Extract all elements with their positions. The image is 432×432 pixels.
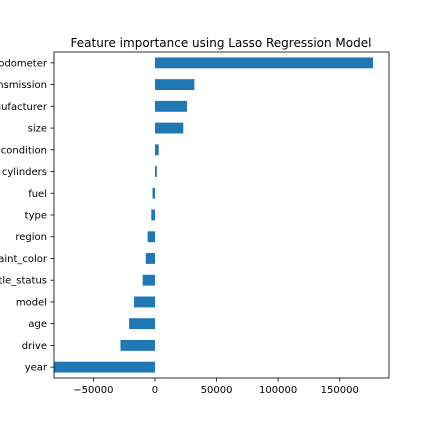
y-tick-label: age xyxy=(28,319,47,330)
y-tick-label: cylinders xyxy=(2,167,47,178)
bar-odometer xyxy=(154,57,373,69)
bar-year xyxy=(54,361,155,373)
x-tick-label: 50000 xyxy=(201,385,233,396)
y-tick-label: title_status xyxy=(0,276,47,287)
bar-fuel xyxy=(152,187,155,199)
bar-manufacturer xyxy=(154,100,188,112)
bar-type xyxy=(151,209,155,221)
x-tick-label: 0 xyxy=(152,385,158,396)
bar-age xyxy=(129,318,155,330)
y-tick-label: paint_color xyxy=(0,254,48,265)
y-tick-label: region xyxy=(15,232,47,243)
y-tick-label: fuel xyxy=(28,189,47,200)
y-tick-label: size xyxy=(28,124,47,135)
y-tick-label: transmission xyxy=(0,80,47,91)
y-tick-label: odometer xyxy=(0,58,48,69)
bar-size xyxy=(154,122,184,134)
y-tick-label: model xyxy=(16,297,47,308)
y-tick-label: drive xyxy=(22,341,47,352)
x-tick-label: 150000 xyxy=(321,385,359,396)
plot-frame xyxy=(53,51,390,379)
y-tick-label: manufacturer xyxy=(0,102,48,113)
x-axis: −50000 0 50000 100000 150000 xyxy=(73,378,359,396)
bar-title-status xyxy=(142,274,155,286)
bar-region xyxy=(147,231,155,243)
x-tick-label: −50000 xyxy=(73,385,113,396)
bar-drive xyxy=(120,339,155,351)
bar-transmission xyxy=(154,79,195,91)
x-tick-label: 100000 xyxy=(259,385,297,396)
y-tick-label: condition xyxy=(1,145,47,156)
chart-title: Feature importance using Lasso Regressio… xyxy=(71,36,372,50)
bar-model xyxy=(134,296,155,308)
bar-condition xyxy=(154,144,159,156)
y-tick-label: type xyxy=(25,211,47,222)
bars-group xyxy=(54,57,373,373)
bar-cylinders xyxy=(154,166,157,177)
y-axis: odometer transmission manufacturer size cond… xyxy=(0,58,54,374)
y-tick-label: year xyxy=(25,363,48,374)
bar-paint-color xyxy=(145,253,155,264)
